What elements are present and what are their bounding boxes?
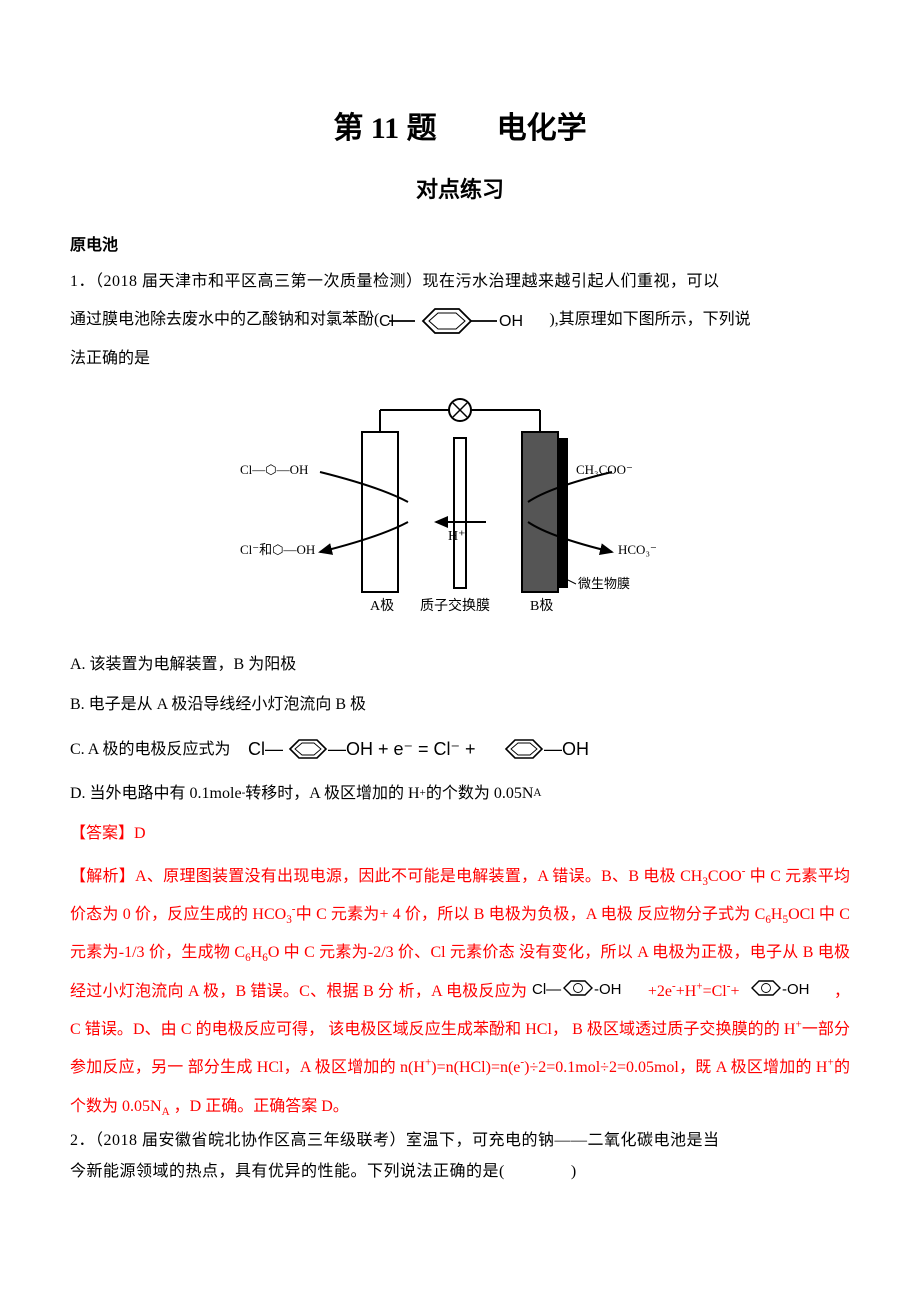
q1-optD-post: 转移时，A 极区增加的 H: [245, 779, 419, 809]
page-title: 第 11 题 电化学: [70, 100, 850, 157]
ex-t1: 【解析】A、原理图装置没有出现电源，因此不可能是电解装置，A 错误。B、B 电极…: [70, 868, 702, 885]
diagram-label-membrane: 质子交换膜: [420, 597, 490, 614]
ex-t17: 部分生成 HCl，A 极区增加的 n(H: [188, 1059, 425, 1076]
ex-t11: +H: [676, 983, 697, 1000]
svg-text:Cl: Cl: [379, 313, 394, 330]
diagram-label-a: A极: [370, 598, 394, 614]
svg-text:—OH + e⁻ = Cl⁻ +: —OH + e⁻ = Cl⁻ +: [328, 739, 476, 759]
ex-t9: 析，A 电极反应为: [399, 983, 528, 1000]
chlorophenol-inline-icon: Cl OH: [379, 298, 549, 344]
q1-lead2a: 通过膜电池除去废水中的乙酸钠和对氯苯酚(: [70, 305, 379, 335]
ex-t2: COO: [708, 868, 742, 885]
q1-answer: 【答案】D: [70, 819, 850, 849]
svg-text:Cl—: Cl—: [532, 981, 561, 998]
ex-eq-inline-icon-2: -OH: [744, 983, 834, 1000]
q2-line2: 今新能源领域的热点，具有优异的性能。下列说法正确的是( ): [70, 1157, 850, 1187]
q1-explain: 【解析】A、原理图装置没有出现电源，因此不可能是电解装置，A 错误。B、B 电极…: [70, 858, 850, 1127]
svg-text:Cl—: Cl—: [248, 739, 283, 759]
ex-t22: ，D 正确。正确答案 D。: [170, 1098, 349, 1115]
svg-text:—OH: —OH: [544, 739, 589, 759]
diagram-label-right-bottom: HCO₃⁻: [618, 542, 657, 557]
q1-optC: C. A 极的电极反应式为 Cl— —OH + e⁻ = Cl⁻ + —OH: [70, 731, 850, 769]
section-head: 原电池: [70, 231, 850, 261]
q1-optD-e: e: [234, 779, 241, 809]
diagram-label-microbe: 微生物膜: [578, 576, 630, 591]
page-subtitle: 对点练习: [70, 169, 850, 211]
q1-optC-equation-icon: Cl— —OH + e⁻ = Cl⁻ + —OH: [248, 731, 688, 769]
q1-lead2: 通过膜电池除去废水中的乙酸钠和对氯苯酚( Cl OH ),其原理如下图所示，下列…: [70, 298, 850, 344]
ex-t5: 反应物分子式为 C: [637, 906, 765, 923]
ex-t21: 个数为 0.05N: [70, 1098, 162, 1115]
q2-line1: 2．（2018 届安徽省皖北协作区高三年级联考）室温下，可充电的钠——二氧化碳电…: [70, 1126, 850, 1156]
svg-text:H⁺: H⁺: [448, 529, 466, 544]
ex-t7: O 中 C 元素为-2/3 价、Cl 元素价态: [268, 944, 515, 961]
q1-optB: B. 电子是从 A 极沿导线经小灯泡流向 B 极: [70, 690, 850, 720]
ex-t12: =Cl: [703, 983, 727, 1000]
diagram-label-right-top: CH₃COO⁻: [576, 462, 633, 477]
q1-optC-pre: C. A 极的电极反应式为: [70, 735, 230, 765]
q1-lead3: 法正确的是: [70, 344, 850, 374]
svg-text:-OH: -OH: [594, 981, 622, 998]
ex-t20: 的: [834, 1059, 850, 1076]
ex-t10: +2e: [648, 983, 672, 1000]
ex-t13: +: [730, 983, 739, 1000]
q1-optA: A. 该装置为电解装置，B 为阳极: [70, 650, 850, 680]
diagram-label-left-top: Cl—⬡—OH: [240, 462, 308, 477]
ex-t15: 该电极区域反应生成苯酚和 HCl， B 极区域透过质子交换膜的的 H: [328, 1021, 795, 1038]
q1-lead1: 1．（2018 届天津市和平区高三第一次质量检测）现在污水治理越来越引起人们重视…: [70, 267, 850, 297]
ex-eq-inline-icon: Cl— -OH: [532, 983, 648, 1000]
q1-lead2b: ),其原理如下图所示，下列说: [549, 305, 750, 335]
optD-sub-A: A: [533, 783, 541, 804]
ex-t4: 中 C 元素为+ 4 价，所以 B 电极为负极，A 电极: [296, 906, 633, 923]
diagram-label-b: B极: [530, 598, 553, 614]
ex-t18: )=n(HCl)=n(e: [431, 1059, 520, 1076]
apparatus-diagram: H⁺ Cl—⬡—OH Cl⁻和⬡—OH CH₃COO⁻ HCO₃⁻ 微生物膜 A…: [70, 392, 850, 632]
q1-optD-pre: D. 当外电路中有 0.1mol: [70, 779, 234, 809]
q1-optD-tail: 的个数为 0.05N: [426, 779, 534, 809]
svg-text:OH: OH: [499, 313, 523, 330]
ex-t19: )÷2=0.1mol÷2=0.05mol，既 A 极区增加的 H: [524, 1059, 827, 1076]
q1-optD: D. 当外电路中有 0.1mole-转移时，A 极区增加的 H+的个数为 0.0…: [70, 779, 850, 809]
svg-text:-OH: -OH: [782, 981, 810, 998]
diagram-label-left-bottom: Cl⁻和⬡—OH: [240, 542, 315, 557]
